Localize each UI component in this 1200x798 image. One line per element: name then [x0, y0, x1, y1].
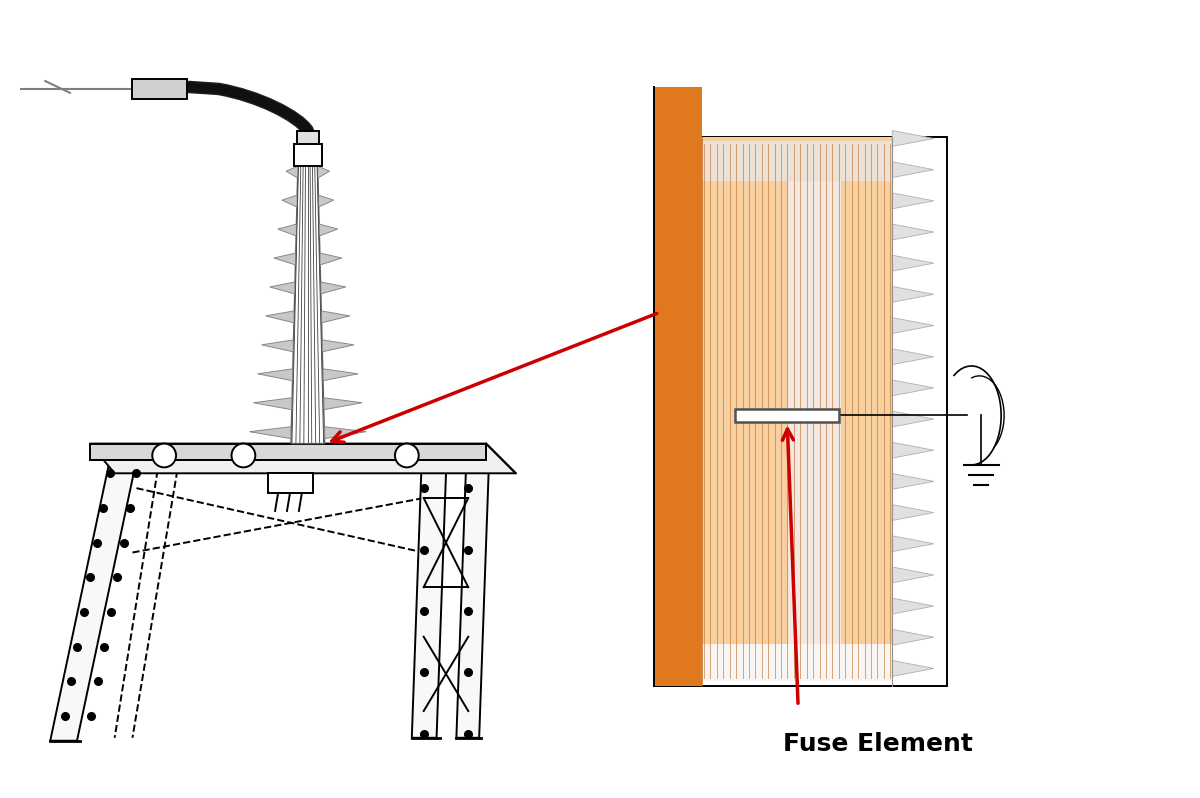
Polygon shape — [893, 318, 934, 334]
Circle shape — [152, 444, 176, 468]
Polygon shape — [320, 282, 346, 294]
Polygon shape — [319, 224, 337, 236]
Polygon shape — [893, 255, 934, 271]
Bar — [654, 87, 702, 686]
Polygon shape — [893, 162, 934, 178]
Polygon shape — [270, 282, 295, 294]
Bar — [702, 644, 893, 681]
Bar — [132, 79, 187, 99]
Polygon shape — [325, 427, 366, 439]
Bar — [736, 409, 839, 422]
Bar — [787, 141, 841, 681]
Text: Fuse Element: Fuse Element — [784, 732, 973, 756]
Polygon shape — [893, 131, 934, 146]
Polygon shape — [893, 473, 934, 489]
Bar — [268, 473, 313, 493]
Bar — [294, 144, 322, 166]
Polygon shape — [893, 630, 934, 645]
Polygon shape — [318, 196, 334, 207]
Polygon shape — [456, 460, 490, 738]
Polygon shape — [893, 535, 934, 551]
Polygon shape — [893, 224, 934, 240]
Polygon shape — [893, 411, 934, 427]
Polygon shape — [90, 444, 516, 473]
Polygon shape — [262, 340, 293, 352]
Polygon shape — [278, 224, 296, 236]
Polygon shape — [893, 349, 934, 365]
Polygon shape — [258, 369, 293, 381]
Polygon shape — [322, 311, 350, 323]
Bar — [702, 141, 893, 181]
Polygon shape — [318, 166, 330, 178]
Polygon shape — [320, 253, 342, 265]
Polygon shape — [893, 598, 934, 614]
Polygon shape — [893, 193, 934, 209]
Circle shape — [232, 444, 256, 468]
Polygon shape — [412, 460, 446, 738]
Polygon shape — [893, 442, 934, 458]
Polygon shape — [265, 311, 294, 323]
Polygon shape — [323, 340, 354, 352]
Polygon shape — [290, 166, 325, 444]
Bar — [702, 136, 893, 681]
Bar — [841, 136, 893, 681]
Polygon shape — [274, 253, 295, 265]
Polygon shape — [893, 286, 934, 302]
Polygon shape — [893, 380, 934, 396]
Bar — [654, 136, 947, 686]
Polygon shape — [282, 196, 298, 207]
Polygon shape — [323, 369, 358, 381]
Polygon shape — [893, 504, 934, 520]
Polygon shape — [50, 460, 137, 741]
Polygon shape — [286, 166, 298, 178]
Circle shape — [395, 444, 419, 468]
Polygon shape — [893, 661, 934, 677]
Polygon shape — [324, 397, 362, 409]
Bar — [296, 131, 319, 144]
Polygon shape — [253, 397, 292, 409]
Polygon shape — [893, 567, 934, 583]
Polygon shape — [90, 444, 486, 460]
Polygon shape — [250, 427, 290, 439]
